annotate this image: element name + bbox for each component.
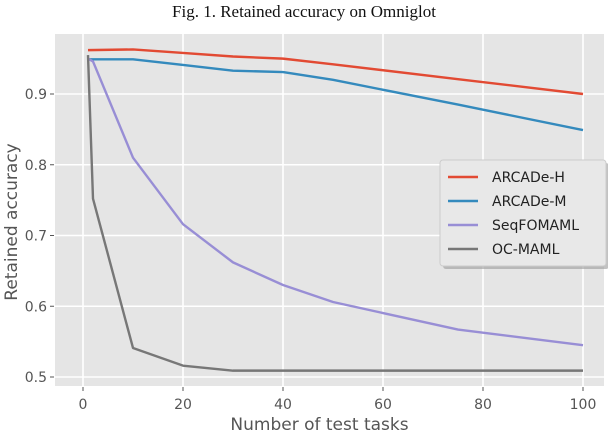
y-tick-label: 0.7 <box>25 229 47 245</box>
x-axis-label: Number of test tasks <box>230 415 408 435</box>
x-tick-label: 60 <box>374 397 392 413</box>
legend-label-seqfomaml: SeqFOMAML <box>492 218 579 234</box>
y-tick-label: 0.5 <box>25 370 47 386</box>
x-tick-label: 80 <box>474 397 492 413</box>
legend-label-arcade-m: ARCADe-M <box>492 194 566 210</box>
y-tick-label: 0.9 <box>25 87 47 103</box>
figure-caption: Fig. 1. Retained accuracy on Omniglot <box>172 2 436 21</box>
legend-label-arcade-h: ARCADe-H <box>492 170 565 186</box>
x-tick-label: 20 <box>174 397 192 413</box>
series-line-arcade-m <box>88 58 584 132</box>
y-axis-label: Retained accuracy <box>2 143 22 300</box>
legend-label-oc-maml: OC-MAML <box>492 242 560 258</box>
series-line-oc-maml <box>86 55 583 372</box>
y-tick-label: 0.8 <box>25 158 47 174</box>
series-line-seqfomaml <box>87 57 584 347</box>
legend: ARCADe-H ARCADe-M SeqFOMAML OC-MAML <box>439 159 608 269</box>
y-tick-label: 0.6 <box>25 299 47 315</box>
x-tick-label: 0 <box>79 397 88 413</box>
x-tick-label: 100 <box>570 397 597 413</box>
series-line-arcade-h <box>87 48 584 96</box>
x-tick-label: 40 <box>274 397 292 413</box>
